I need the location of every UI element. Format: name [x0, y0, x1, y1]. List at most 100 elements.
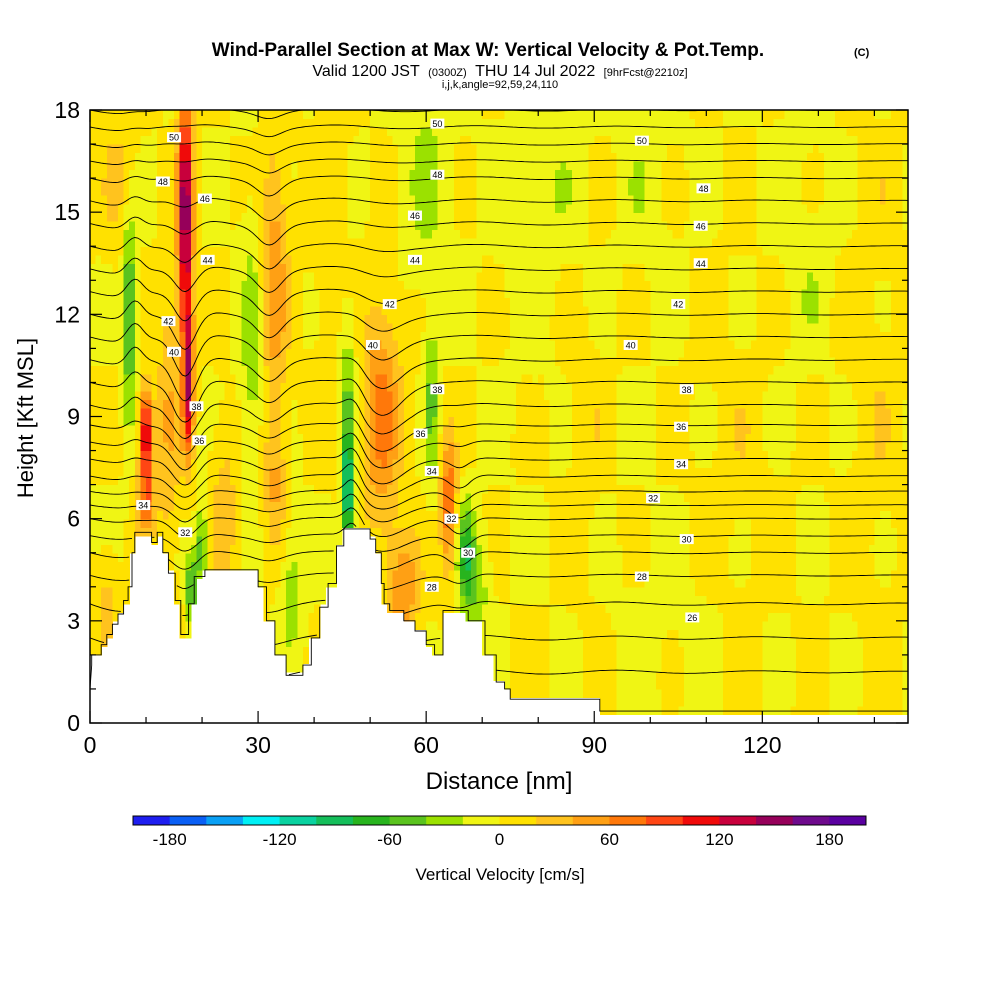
w-cell: [190, 365, 198, 375]
w-cell: [168, 365, 175, 375]
w-cell: [230, 510, 237, 520]
w-cell: [386, 237, 394, 247]
w-cell: [437, 186, 444, 196]
w-cell: [174, 552, 181, 562]
w-cell: [325, 356, 332, 367]
w-cell: [174, 527, 181, 537]
w-cell: [101, 280, 108, 290]
w-cell: [543, 612, 551, 622]
w-cell: [90, 271, 97, 281]
w-cell: [538, 212, 545, 222]
w-cell: [510, 127, 517, 137]
w-cell: [476, 263, 483, 273]
w-cell: [515, 399, 523, 409]
w-cell: [555, 203, 562, 213]
w-cell: [112, 339, 119, 349]
w-cell: [106, 365, 114, 375]
w-cell: [302, 305, 310, 315]
w-cell: [123, 127, 130, 137]
w-cell: [353, 467, 360, 477]
w-cell: [330, 237, 338, 247]
w-cell: [521, 603, 528, 613]
w-cell: [381, 399, 388, 409]
w-cell: [230, 356, 237, 367]
w-cell: [398, 135, 405, 145]
w-cell: [168, 527, 175, 537]
w-cell: [409, 450, 416, 460]
w-cell: [364, 195, 371, 205]
w-cell: [465, 365, 472, 375]
w-cell: [274, 288, 282, 298]
w-cell: [420, 561, 427, 571]
w-cell: [515, 425, 523, 435]
w-cell: [510, 569, 517, 579]
w-cell: [325, 416, 332, 426]
w-cell: [448, 305, 455, 315]
w-cell: [286, 467, 293, 477]
w-cell: [302, 501, 310, 511]
w-cell: [459, 254, 466, 264]
w-cell: [476, 178, 483, 188]
w-cell: [448, 595, 455, 605]
w-cell: [280, 144, 287, 154]
w-cell: [448, 169, 455, 179]
w-cell: [510, 161, 517, 171]
w-cell: [140, 161, 147, 171]
w-cell: [459, 373, 466, 384]
w-cell: [409, 467, 416, 477]
w-cell: [263, 229, 270, 239]
w-cell: [465, 603, 472, 613]
w-cell: [381, 203, 388, 213]
w-cell: [202, 450, 209, 460]
w-cell: [140, 510, 147, 520]
w-cell: [168, 220, 175, 230]
w-cell: [106, 322, 114, 332]
w-cell: [342, 348, 349, 358]
w-cell: [414, 322, 422, 332]
w-cell: [274, 118, 282, 128]
w-cell: [381, 407, 388, 418]
w-cell: [510, 280, 517, 290]
w-cell: [527, 416, 534, 426]
w-cell: [252, 365, 259, 375]
w-cell: [538, 561, 545, 571]
w-cell: [470, 450, 478, 460]
w-cell: [224, 399, 231, 409]
w-cell: [196, 178, 203, 188]
w-cell: [431, 442, 438, 452]
w-cell: [106, 356, 114, 367]
w-cell: [246, 237, 254, 247]
w-cell: [448, 501, 455, 511]
w-cell: [224, 416, 231, 426]
w-cell: [246, 254, 254, 264]
w-cell: [549, 535, 556, 545]
w-cell: [414, 186, 422, 196]
w-cell: [202, 390, 209, 401]
w-cell: [202, 382, 209, 392]
w-cell: [118, 425, 125, 435]
w-cell: [269, 535, 276, 545]
w-cell: [381, 459, 388, 469]
w-cell: [162, 390, 170, 401]
w-cell: [538, 476, 545, 486]
w-cell: [470, 118, 478, 128]
w-cell: [381, 229, 388, 239]
w-cell: [538, 416, 545, 426]
w-cell: [398, 339, 405, 349]
w-cell: [297, 373, 304, 384]
w-cell: [342, 297, 349, 307]
w-cell: [437, 178, 444, 188]
grid-params: i,j,k,angle=92,59,24,110: [442, 79, 558, 91]
w-cell: [538, 127, 545, 137]
w-cell: [431, 459, 438, 469]
w-cell: [431, 433, 438, 443]
w-cell: [527, 569, 534, 579]
w-cell: [549, 510, 556, 520]
w-cell: [409, 280, 416, 290]
w-cell: [437, 212, 444, 222]
w-cell: [431, 161, 438, 171]
w-cell: [555, 578, 562, 588]
w-cell: [118, 339, 125, 349]
w-cell: [336, 390, 343, 401]
w-cell: [398, 263, 405, 273]
